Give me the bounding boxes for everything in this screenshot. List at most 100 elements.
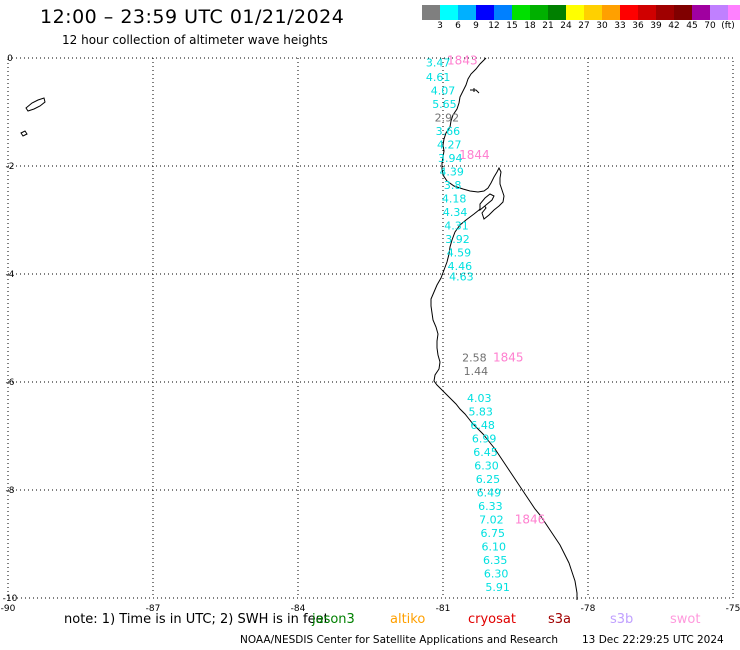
- wave-height-value: 4.18: [442, 192, 467, 205]
- legend-label: 9: [473, 21, 479, 31]
- legend-label: 39: [650, 21, 662, 31]
- legend-swatch: [530, 5, 548, 20]
- legend-swatch: [674, 5, 692, 20]
- wave-height-value: 6.33: [478, 500, 503, 513]
- coastline: [20, 57, 578, 600]
- pass-time-label: 1843: [447, 54, 478, 68]
- pass-time-label: 1844: [459, 148, 490, 162]
- map-grid: -90 -87 -84 -81 -78 -75 0 -2 -4 -6 -8 -10: [1, 54, 740, 614]
- wave-height-value: 4.61: [426, 71, 451, 84]
- x-tick-label: -90: [1, 604, 16, 614]
- legend-swatch: [566, 5, 584, 20]
- satellite-swot: swot: [670, 612, 701, 627]
- coastline-gulf-shore: [470, 88, 480, 94]
- wave-height-value: 4.07: [431, 84, 456, 97]
- map-title: 12:00 – 23:59 UTC 01/21/2024: [40, 6, 345, 28]
- x-tick-label: -84: [291, 604, 306, 614]
- legend-label: 21: [542, 21, 554, 31]
- legend-swatch: [422, 5, 440, 20]
- wave-height-value: 4.27: [437, 138, 462, 151]
- y-tick-label: -4: [6, 270, 15, 280]
- pass-time-label: 1846: [515, 513, 546, 527]
- legend-swatch: [584, 5, 602, 20]
- wave-height-value: 2.58: [462, 352, 487, 365]
- pass-time-labels: 1843 1844 1845 1846: [447, 54, 545, 527]
- wave-height-value: 6.30: [484, 568, 509, 581]
- wave-height-value: 6.45: [473, 446, 498, 459]
- wave-height-value: 6.25: [476, 473, 501, 486]
- wave-height-value: 1.44: [464, 365, 489, 378]
- wave-height-value: 2.92: [435, 111, 460, 124]
- wave-height-value: 3.66: [436, 125, 461, 138]
- color-scale-legend: [422, 5, 740, 20]
- wave-height-values: 3.474.614.075.652.923.664.273.944.393.84…: [426, 56, 510, 594]
- y-tick-label: 0: [7, 54, 13, 64]
- legend-swatch: [458, 5, 476, 20]
- wave-height-value: 3.94: [438, 152, 463, 165]
- wave-height-value: 3.8: [444, 179, 462, 192]
- wave-height-value: 4.59: [447, 246, 472, 259]
- map-frame: [7, 57, 734, 599]
- wave-height-value: 6.30: [474, 460, 499, 473]
- credit-line: NOAA/NESDIS Center for Satellite Applica…: [240, 634, 558, 646]
- wave-height-value: 7.02: [479, 514, 504, 527]
- legend-swatch: [548, 5, 566, 20]
- legend-swatch: [638, 5, 656, 20]
- wave-height-value: 3.47: [426, 56, 451, 69]
- pass-time-label: 1845: [493, 351, 524, 365]
- legend-label: 36: [632, 21, 644, 31]
- galapagos-island-large: [25, 97, 46, 112]
- y-tick-label: -6: [6, 378, 15, 388]
- wave-height-value: 4.46: [448, 260, 473, 273]
- wave-height-value: 6.99: [472, 433, 497, 446]
- legend-label: 3: [437, 21, 443, 31]
- x-tick-label: -87: [146, 604, 161, 614]
- wave-height-value: 6.75: [481, 527, 506, 540]
- legend-swatch: [620, 5, 638, 20]
- wave-height-value: 4.39: [439, 165, 464, 178]
- legend-label: (ft): [721, 21, 735, 31]
- legend-label: 27: [578, 21, 590, 31]
- x-tick-label: -78: [581, 604, 596, 614]
- puna-island: [479, 193, 495, 212]
- wave-height-value: 4.03: [467, 392, 492, 405]
- wave-height-value: 4.63: [449, 271, 474, 284]
- footer-note: note: 1) Time is in UTC; 2) SWH is in fe…: [64, 612, 329, 627]
- coastline-mainland: [430, 57, 578, 600]
- wave-height-value: 6.10: [482, 541, 507, 554]
- satellite-jason3: jason3: [312, 612, 355, 627]
- wave-height-value: 5.91: [485, 581, 510, 594]
- wave-height-value: 5.83: [468, 406, 493, 419]
- legend-label: 12: [488, 21, 500, 31]
- legend-label: 24: [560, 21, 572, 31]
- y-tick-label: -8: [6, 486, 15, 496]
- wave-height-value: 3.92: [445, 233, 470, 246]
- y-tick-label: -10: [3, 594, 18, 604]
- legend-swatch: [602, 5, 620, 20]
- satellite-cryosat: cryosat: [468, 612, 516, 627]
- legend-swatch: [656, 5, 674, 20]
- wave-height-value: 5.65: [432, 98, 457, 111]
- legend-label: 45: [686, 21, 698, 31]
- legend-swatch: [710, 5, 728, 20]
- wave-height-value: 6.49: [477, 487, 502, 500]
- x-tick-label: -75: [726, 604, 740, 614]
- legend-label: 42: [668, 21, 680, 31]
- legend-label: 6: [455, 21, 461, 31]
- galapagos-island-small: [20, 130, 28, 137]
- map-subtitle: 12 hour collection of altimeter wave hei…: [62, 33, 328, 47]
- legend-swatch: [494, 5, 512, 20]
- wave-height-value: 4.34: [443, 206, 468, 219]
- legend-label: 33: [614, 21, 626, 31]
- legend-swatch: [692, 5, 710, 20]
- legend-swatch: [728, 5, 740, 20]
- legend-swatch: [476, 5, 494, 20]
- legend-swatch: [440, 5, 458, 20]
- legend-label: 18: [524, 21, 536, 31]
- legend-label: 15: [506, 21, 518, 31]
- satellite-altiko: altiko: [390, 612, 426, 627]
- generated-timestamp: 13 Dec 22:29:25 UTC 2024: [582, 634, 724, 646]
- y-tick-label: -2: [6, 162, 15, 172]
- wave-height-value: 6.35: [483, 554, 508, 567]
